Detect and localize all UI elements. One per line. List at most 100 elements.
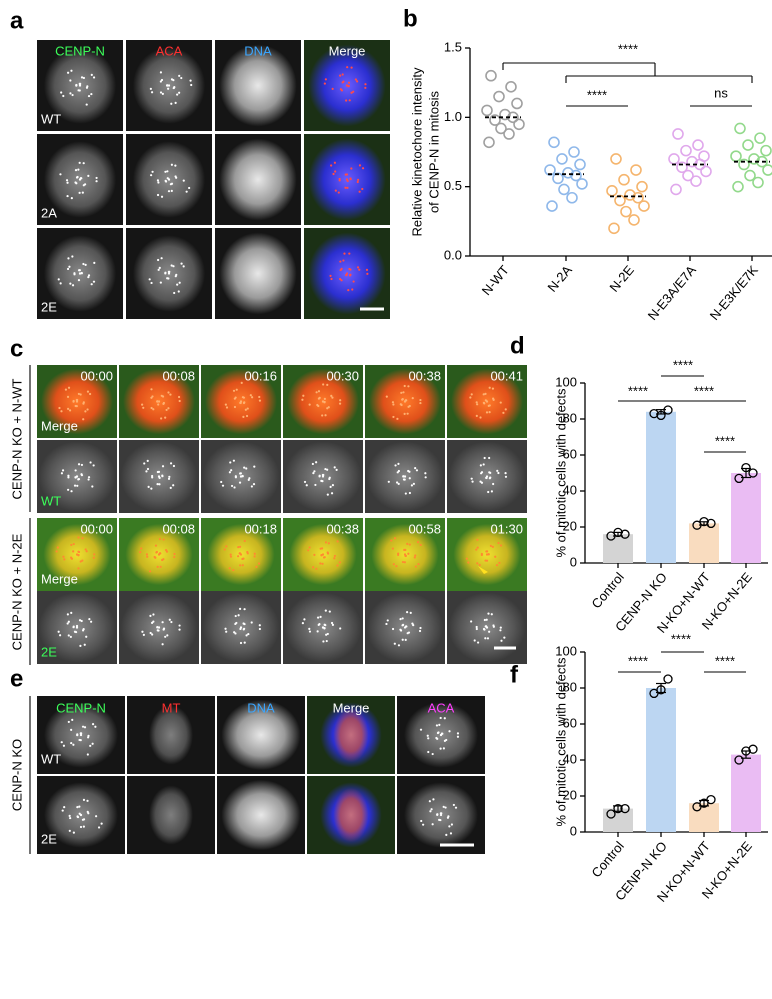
y-axis-label: % of mitotic cells with defects <box>553 657 568 827</box>
speckle <box>482 393 485 396</box>
speckle <box>178 91 181 94</box>
speckle <box>166 170 169 173</box>
speckle <box>156 470 159 474</box>
speckle <box>150 388 153 391</box>
speckle <box>72 550 75 553</box>
timestamp: 00:00 <box>80 368 113 383</box>
speckle <box>95 815 98 818</box>
speckle <box>490 490 493 493</box>
speckle <box>167 87 170 90</box>
speckle <box>79 644 82 647</box>
speckle <box>170 182 174 185</box>
speckle <box>317 623 320 627</box>
y-tick-label: 100 <box>555 374 577 389</box>
speckle <box>185 190 188 193</box>
speckle <box>230 469 233 472</box>
speckle <box>346 66 349 69</box>
speckle <box>243 641 246 644</box>
speckle <box>323 556 326 559</box>
data-point <box>686 155 698 168</box>
speckle <box>167 84 171 87</box>
speckle <box>492 482 495 486</box>
speckle <box>349 177 352 180</box>
speckle <box>238 607 242 611</box>
speckle <box>78 161 81 164</box>
speckle <box>499 401 502 404</box>
speckle <box>334 170 337 173</box>
speckle <box>84 263 87 266</box>
bar <box>689 523 719 563</box>
speckle <box>174 164 177 167</box>
speckle <box>301 622 304 625</box>
speckle <box>348 252 351 255</box>
speckle <box>57 278 60 281</box>
speckle <box>408 404 411 408</box>
speckle <box>75 624 79 628</box>
speckle <box>172 484 175 487</box>
speckle <box>345 274 348 277</box>
speckle <box>321 480 324 483</box>
data-point <box>741 462 751 473</box>
speckle <box>239 564 242 567</box>
speckle <box>68 265 71 268</box>
speckle <box>164 635 167 638</box>
speckle <box>341 73 344 76</box>
speckle <box>158 537 162 541</box>
speckle <box>164 416 167 419</box>
speckle <box>86 408 89 411</box>
data-point <box>676 161 688 174</box>
x-tick-label: Control <box>588 838 627 880</box>
speckle <box>416 541 420 544</box>
speckle <box>352 90 355 93</box>
data-point <box>481 104 493 117</box>
speckle <box>67 474 70 477</box>
speckle <box>485 411 489 414</box>
speckle <box>395 565 398 568</box>
speckle <box>351 288 354 291</box>
speckle <box>312 471 315 475</box>
speckle <box>75 405 78 408</box>
channel-label: Merge <box>333 700 370 715</box>
speckle <box>84 183 87 186</box>
speckle <box>68 814 71 817</box>
speckle <box>339 260 342 263</box>
speckle <box>439 716 442 720</box>
speckle <box>330 621 334 625</box>
speckle <box>308 403 311 406</box>
speckle <box>139 551 142 554</box>
speckle <box>354 78 357 81</box>
speckle <box>232 568 235 572</box>
speckle <box>324 609 327 612</box>
speckle <box>162 627 166 630</box>
speckle <box>188 186 191 190</box>
speckle <box>323 82 326 85</box>
speckle <box>456 735 460 738</box>
data-point <box>638 200 650 212</box>
speckle <box>70 728 73 731</box>
speckle <box>315 391 318 394</box>
speckle <box>335 468 338 471</box>
data-point <box>670 183 682 196</box>
speckle <box>386 619 389 622</box>
timestamp: 00:38 <box>326 521 359 536</box>
speckle <box>404 399 408 402</box>
speckle <box>338 277 342 281</box>
speckle <box>173 555 176 559</box>
speckle <box>182 179 185 182</box>
speckle <box>82 418 85 421</box>
speckle <box>243 539 246 543</box>
data-point <box>734 122 746 135</box>
speckle <box>397 462 400 465</box>
speckle <box>66 622 69 625</box>
speckle <box>391 627 395 631</box>
data-point <box>680 144 692 157</box>
speckle <box>86 799 89 802</box>
speckle <box>333 161 336 164</box>
speckle <box>413 556 416 559</box>
speckle <box>156 400 159 403</box>
speckle <box>74 630 78 634</box>
speckle <box>313 553 316 556</box>
data-point <box>628 214 640 226</box>
speckle <box>330 164 333 167</box>
speckle <box>471 480 474 483</box>
